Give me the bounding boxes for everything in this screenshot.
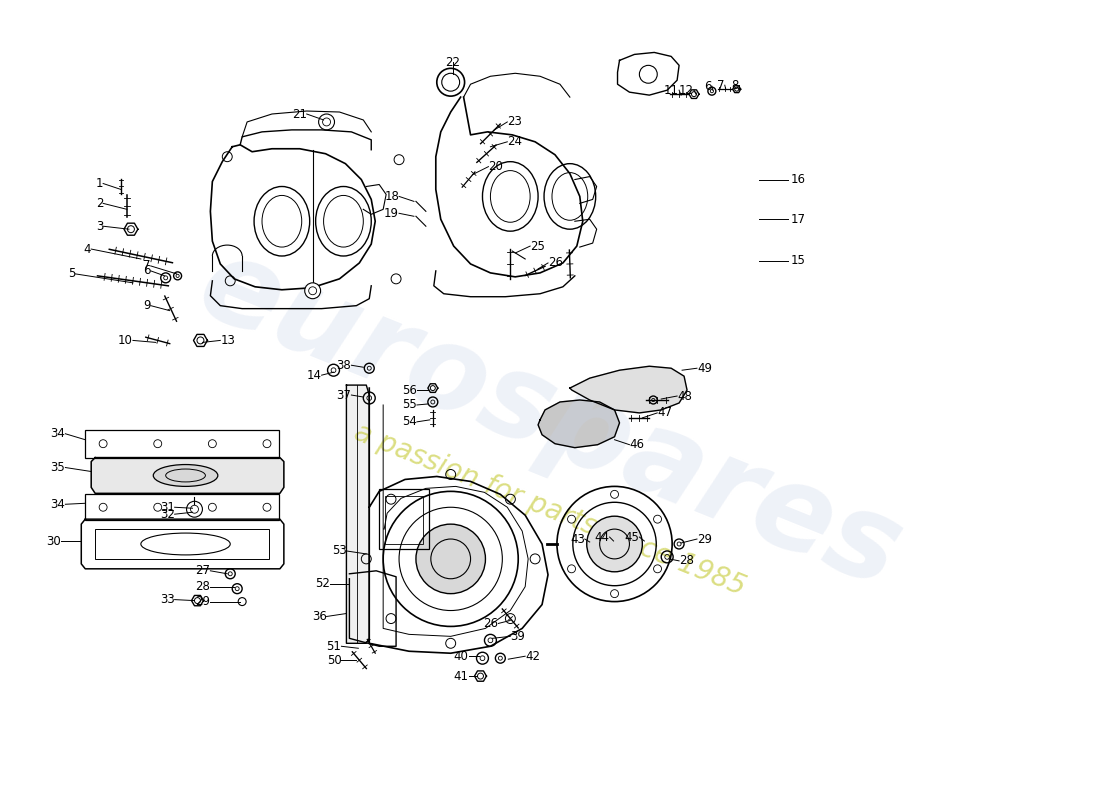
Text: 1: 1: [96, 177, 103, 190]
Text: 23: 23: [507, 115, 522, 129]
Text: 51: 51: [327, 640, 341, 653]
Circle shape: [416, 524, 485, 594]
Text: 6: 6: [143, 265, 151, 278]
Text: 43: 43: [570, 533, 585, 546]
Text: 38: 38: [337, 358, 351, 372]
Text: 45: 45: [625, 530, 639, 543]
Text: 6: 6: [704, 80, 712, 93]
Text: 5: 5: [68, 267, 75, 280]
Text: 26: 26: [483, 617, 498, 630]
Text: 29: 29: [697, 533, 712, 546]
Text: 30: 30: [46, 534, 62, 547]
Text: 47: 47: [658, 406, 672, 419]
Text: 40: 40: [453, 650, 469, 662]
Text: 35: 35: [51, 461, 65, 474]
Circle shape: [305, 283, 320, 298]
Text: 41: 41: [453, 670, 469, 682]
Text: 3: 3: [96, 220, 103, 233]
Text: 10: 10: [118, 334, 133, 347]
Text: 4: 4: [84, 242, 91, 255]
Polygon shape: [91, 458, 284, 494]
Circle shape: [187, 502, 202, 517]
Text: 34: 34: [51, 427, 65, 440]
Text: 37: 37: [337, 389, 351, 402]
Text: 13: 13: [220, 334, 235, 347]
Text: 56: 56: [403, 383, 417, 397]
Text: 8: 8: [732, 78, 739, 92]
Text: 34: 34: [51, 498, 65, 510]
Text: 12: 12: [679, 84, 694, 97]
Bar: [385, 496, 422, 544]
Text: 46: 46: [629, 438, 645, 451]
Text: 31: 31: [160, 501, 175, 514]
Text: 44: 44: [595, 530, 609, 543]
Text: 28: 28: [679, 554, 694, 567]
Text: 49: 49: [697, 362, 712, 374]
Text: 16: 16: [791, 173, 806, 186]
Text: 36: 36: [311, 610, 327, 623]
Text: 50: 50: [327, 654, 341, 666]
Text: eurospares: eurospares: [183, 226, 917, 613]
Text: 48: 48: [678, 390, 692, 402]
Bar: [86, 494, 279, 520]
Text: 32: 32: [160, 508, 175, 521]
Text: 42: 42: [525, 650, 540, 662]
Text: 14: 14: [307, 369, 321, 382]
Text: 7: 7: [143, 259, 151, 273]
Text: 53: 53: [332, 545, 346, 558]
Text: 19: 19: [384, 207, 399, 220]
Text: a passion for parts since 1985: a passion for parts since 1985: [350, 418, 750, 601]
Polygon shape: [538, 400, 619, 448]
Polygon shape: [346, 385, 370, 643]
Bar: [379, 490, 429, 549]
Text: 29: 29: [196, 595, 210, 608]
Text: 33: 33: [160, 593, 175, 606]
Text: 7: 7: [717, 78, 725, 92]
Text: 54: 54: [403, 415, 417, 428]
Text: 52: 52: [315, 578, 330, 590]
Text: 20: 20: [488, 160, 504, 173]
Bar: [96, 529, 270, 559]
Circle shape: [586, 516, 642, 572]
Text: 15: 15: [791, 254, 805, 267]
Bar: [86, 430, 279, 458]
Text: 9: 9: [143, 299, 151, 312]
Ellipse shape: [153, 465, 218, 486]
Text: 55: 55: [403, 398, 417, 411]
Text: 18: 18: [384, 190, 399, 203]
Text: 25: 25: [530, 239, 544, 253]
Text: 39: 39: [510, 630, 525, 643]
Text: 28: 28: [196, 580, 210, 593]
Text: 26: 26: [548, 257, 563, 270]
Text: 21: 21: [292, 107, 307, 121]
Polygon shape: [570, 366, 688, 413]
Text: 11: 11: [664, 84, 679, 97]
Text: 27: 27: [196, 564, 210, 578]
Text: 17: 17: [791, 213, 806, 226]
Text: 22: 22: [446, 56, 460, 69]
Text: 24: 24: [507, 135, 522, 148]
Text: 2: 2: [96, 197, 103, 210]
